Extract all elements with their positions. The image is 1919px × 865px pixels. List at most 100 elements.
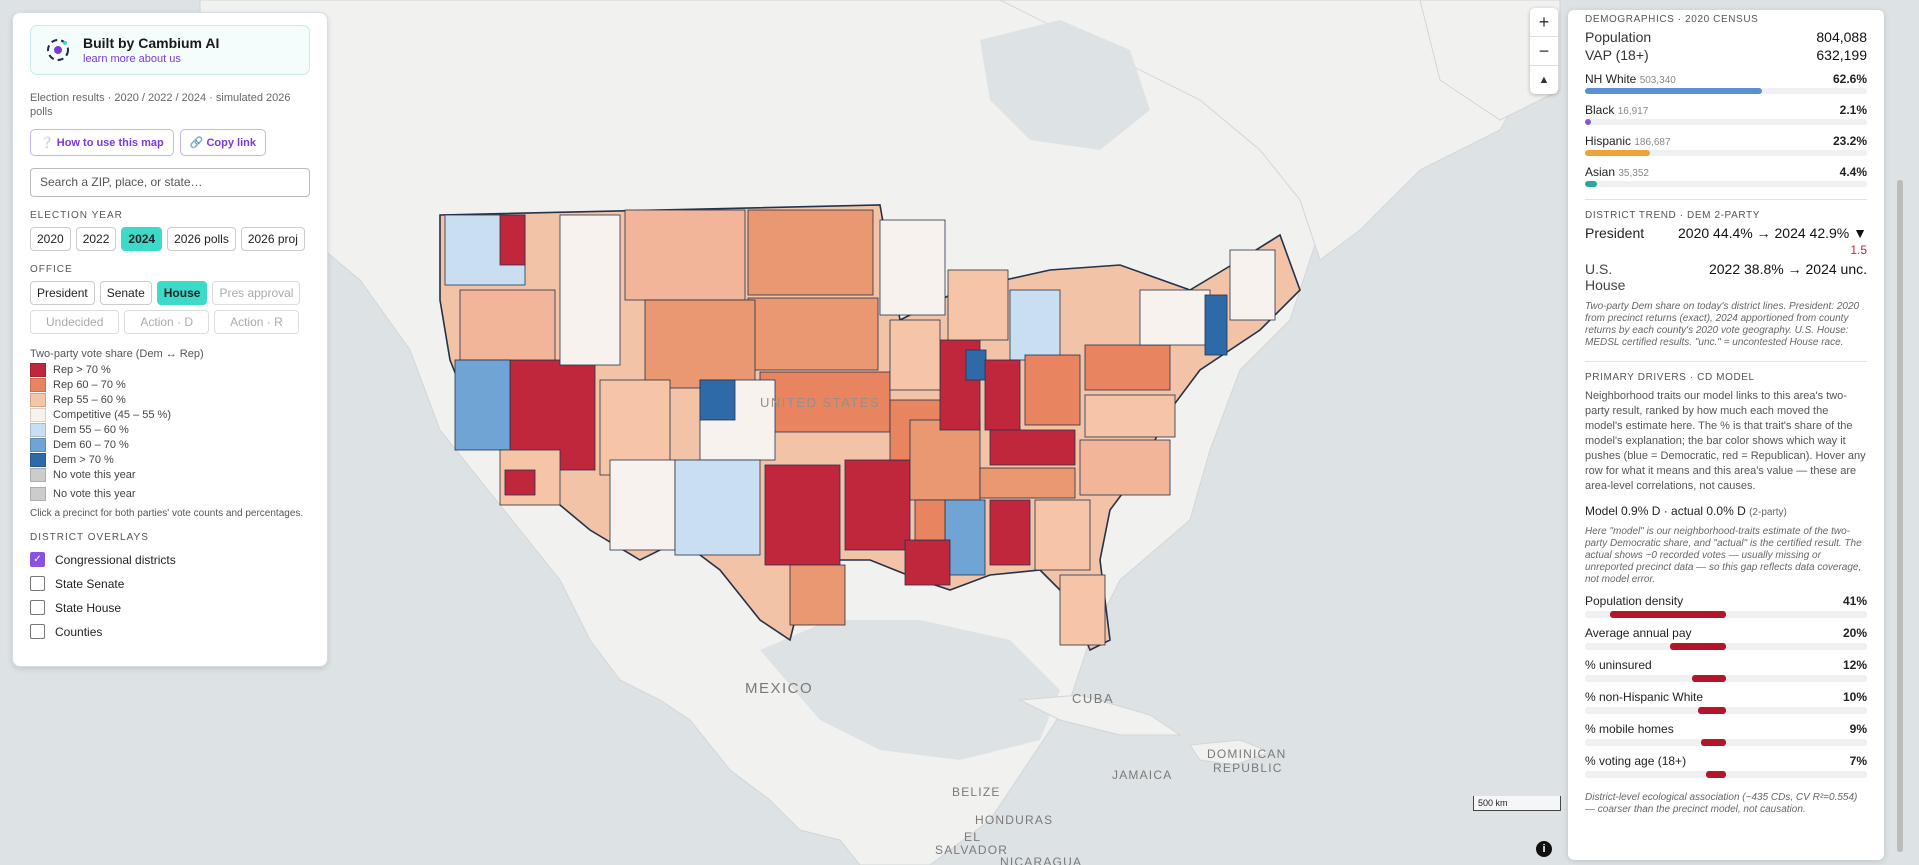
district-colorado-dem[interactable] [699,379,736,421]
checkbox-icon[interactable] [30,576,45,591]
overlay-state-house[interactable]: State House [30,600,310,615]
demographic-pct: 2.1% [1839,103,1867,117]
district-minnesota[interactable] [879,219,946,316]
office-senate[interactable]: Senate [99,281,152,305]
vap-label: VAP (18+) [1585,47,1649,63]
legend-swatch [30,377,46,392]
overlay-label: Congressional districts [55,552,176,567]
district-alabama[interactable] [989,499,1031,566]
office-undecided[interactable]: Undecided [30,310,120,334]
overlay-state-senate[interactable]: State Senate [30,576,310,591]
office-action-d[interactable]: Action · D [124,310,210,334]
district-south-dakota[interactable] [747,297,879,371]
district-michigan[interactable] [1009,289,1061,361]
district-los-angeles[interactable] [504,469,536,496]
year-2022[interactable]: 2022 [75,227,117,251]
model-value: Model 0.9% D · actual 0.0% D [1585,504,1746,518]
demographic-row[interactable]: Hispanic 186,687 23.2% [1585,134,1867,156]
checkbox-icon[interactable] [30,600,45,615]
search-input[interactable]: Search a ZIP, place, or state… [30,168,310,197]
driver-label: Population density [1585,594,1684,608]
demographic-row[interactable]: Black 16,917 2.1% [1585,103,1867,125]
demographic-count: 186,687 [1634,137,1671,148]
office-house[interactable]: House [156,281,208,305]
district-tennessee[interactable] [979,467,1076,499]
district-new-york[interactable] [1139,289,1211,346]
driver-row[interactable]: % voting age (18+) 7% [1585,754,1867,778]
checkbox-checked-icon[interactable]: ✓ [30,552,45,567]
driver-row[interactable]: % uninsured 12% [1585,658,1867,682]
district-montana[interactable] [624,209,746,301]
checkbox-icon[interactable] [30,624,45,639]
district-california-north[interactable] [454,359,511,451]
district-virginia[interactable] [1084,394,1176,438]
panel-scrollbar[interactable] [1895,10,1905,860]
office-president[interactable]: President [30,281,95,305]
trend-president-label: President [1585,225,1645,241]
learn-more-link[interactable]: learn more about us [83,53,181,65]
district-louisiana[interactable] [904,539,951,586]
district-vermont[interactable] [1204,294,1228,356]
district-washington-east[interactable] [499,214,526,266]
district-kentucky[interactable] [989,429,1076,466]
office-selector: President Senate House Pres approval [30,281,310,305]
congressional-districts-layer[interactable] [439,204,1301,652]
year-2026-polls[interactable]: 2026 polls [167,227,236,251]
district-wyoming[interactable] [644,299,756,389]
how-to-button[interactable]: ❔ How to use this map [30,129,174,156]
district-oregon[interactable] [459,289,556,361]
district-arkansas[interactable] [914,499,946,541]
year-2024[interactable]: 2024 [121,227,163,251]
district-pennsylvania[interactable] [1084,344,1171,391]
drivers-intro: Neighborhood traits our model links to t… [1585,390,1866,492]
district-ohio[interactable] [1024,354,1081,426]
copy-link-button[interactable]: 🔗 Copy link [179,129,266,156]
demographic-row[interactable]: Asian 35,352 4.4% [1585,165,1867,187]
driver-row[interactable]: Average annual pay 20% [1585,626,1867,650]
district-new-mexico[interactable] [674,459,761,556]
district-idaho[interactable] [559,214,621,366]
scale-bar: 500 km [1473,796,1561,811]
driver-row[interactable]: % mobile homes 9% [1585,722,1867,746]
year-2026-proj[interactable]: 2026 proj [240,227,305,251]
district-oklahoma[interactable] [844,459,911,551]
district-north-dakota[interactable] [747,209,874,296]
district-carolinas[interactable] [1079,439,1171,496]
driver-row[interactable]: % non-Hispanic White 10% [1585,690,1867,714]
district-maine[interactable] [1229,249,1276,321]
brand-card[interactable]: Built by Cambium AI learn more about us [30,25,310,75]
population-row: Population 804,088 [1585,29,1867,45]
cambium-logo-icon [47,39,69,61]
legend-item: No vote this year [30,467,310,482]
district-florida[interactable] [1059,574,1106,646]
info-icon[interactable]: i [1536,841,1552,857]
district-indiana[interactable] [984,359,1021,431]
district-chicago[interactable] [965,349,987,381]
zoom-controls: + − ▲ [1530,8,1558,94]
overlay-congressional-districts[interactable]: ✓ Congressional districts [30,552,310,567]
district-mississippi[interactable] [944,499,986,576]
trend-house-row[interactable]: U.S. House 2022 38.8% → 2024 unc. [1585,261,1867,293]
driver-row[interactable]: Population density 41% [1585,594,1867,618]
zoom-in-button[interactable]: + [1530,8,1558,37]
district-iowa[interactable] [889,319,941,391]
district-texas-south[interactable] [789,564,846,626]
district-texas-north[interactable] [764,464,841,566]
district-missouri[interactable] [909,419,981,501]
demographic-row[interactable]: NH White 503,340 62.6% [1585,72,1867,94]
trend-note: Two-party Dem share on today's district … [1585,301,1860,348]
zoom-out-button[interactable]: − [1530,37,1558,66]
overlay-counties[interactable]: Counties [30,624,310,639]
trend-president-row[interactable]: President 2020 44.4% → 2024 42.9% ▼ 1.5 [1585,225,1867,257]
district-arizona[interactable] [609,459,676,551]
office-action-r[interactable]: Action · R [214,310,299,334]
district-georgia[interactable] [1034,499,1091,571]
label-republic: REPUBLIC [1213,761,1283,775]
legend-swatch [30,392,46,407]
legend-item: Rep 60 – 70 % [30,377,310,392]
driver-label-row: % voting age (18+) 7% [1585,754,1867,768]
office-pres-approval[interactable]: Pres approval [212,281,301,305]
compass-button[interactable]: ▲ [1538,74,1550,86]
district-wisconsin[interactable] [947,269,1009,341]
year-2020[interactable]: 2020 [30,227,71,251]
